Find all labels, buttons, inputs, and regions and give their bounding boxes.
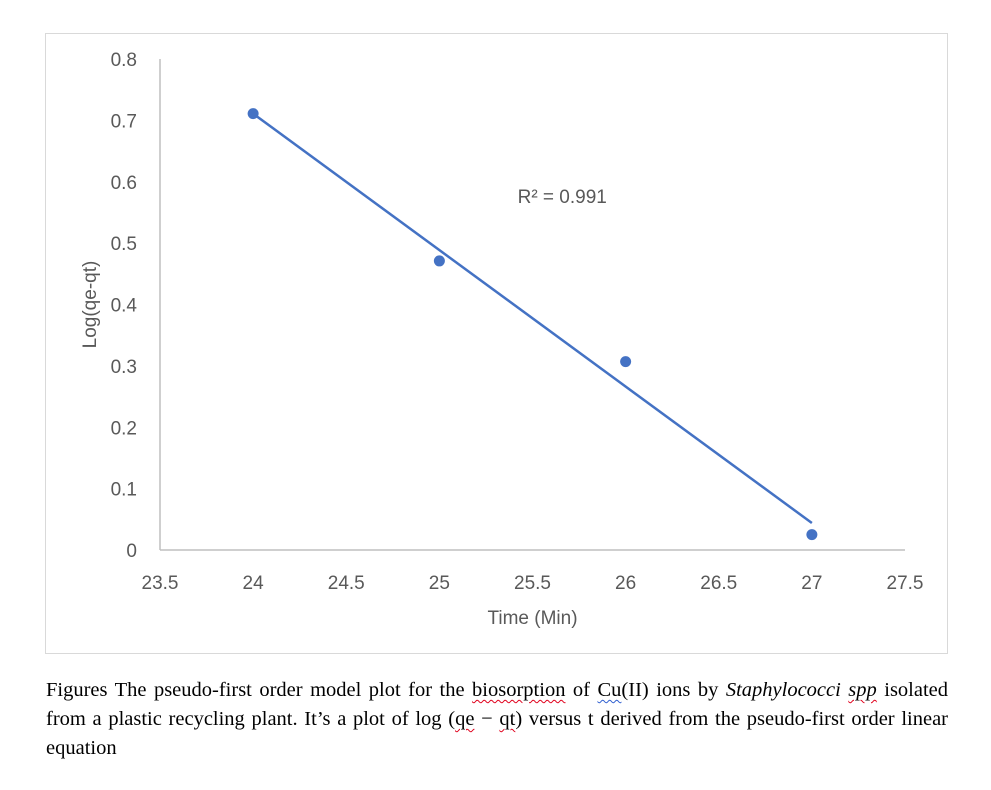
x-tick-label: 27 (801, 573, 822, 594)
caption-text: (II) ions by (621, 679, 726, 701)
caption-text: ) versus t derived from the pseudo-first… (46, 708, 948, 759)
y-tick-label: 0.1 (111, 480, 137, 501)
caption-text: isolated from a plastic recycling plant.… (46, 679, 949, 730)
x-tick-label: 24.5 (328, 573, 365, 594)
x-tick-label: 25 (429, 573, 450, 594)
x-tick-label: 25.5 (514, 573, 551, 594)
scatter-plot: 23.5 24 24.5 25 25.5 26 26.5 27 27.5 0 0.1 0.2 0.3 0.… (80, 50, 924, 629)
data-points (247, 108, 818, 541)
y-axis-title: Log(qe-qt) (80, 261, 101, 349)
caption-text: Figures The pseudo-first order model plo… (46, 679, 473, 701)
x-axis-title: Time (Min) (487, 608, 577, 629)
data-point (433, 255, 445, 267)
caption-word-biosorption: biosorption (472, 679, 566, 701)
trendline-group (252, 112, 813, 525)
y-tick-label: 0.3 (111, 357, 137, 378)
x-tick-label: 27.5 (887, 573, 924, 594)
data-point (620, 356, 632, 368)
caption-qe: qe (455, 708, 475, 730)
trendline (252, 112, 813, 525)
data-point (806, 529, 818, 541)
caption-qt: qt (499, 708, 516, 730)
y-tick-label: 0.4 (111, 296, 138, 317)
x-tick-label: 26.5 (700, 573, 737, 594)
caption-spp: spp (848, 679, 877, 701)
figure-caption: Figures The pseudo-first order model plo… (46, 676, 948, 763)
tick-labels: 23.5 24 24.5 25 25.5 26 26.5 27 27.5 0 0.1 0.2 0.3 0.… (111, 50, 924, 594)
axes (159, 59, 905, 551)
y-tick-label: 0.5 (111, 234, 137, 255)
y-tick-label: 0.2 (111, 418, 137, 439)
data-point (247, 108, 259, 120)
caption-text: of (565, 679, 598, 701)
caption-text: − (474, 708, 500, 730)
r-squared-annotation: R² = 0.991 (518, 187, 607, 208)
chart-area: 23.5 24 24.5 25 25.5 26 26.5 27 27.5 0 0.1 0.2 0.3 0.… (45, 33, 948, 654)
y-tick-label: 0 (126, 541, 137, 562)
x-tick-label: 24 (243, 573, 265, 594)
y-tick-label: 0.7 (111, 111, 137, 132)
y-tick-label: 0.6 (111, 173, 137, 194)
caption-species: Staphylococci (725, 679, 841, 701)
caption-word-cu: Cu (597, 679, 622, 701)
x-tick-label: 26 (615, 573, 636, 594)
x-tick-label: 23.5 (142, 573, 179, 594)
y-tick-label: 0.8 (111, 50, 137, 71)
